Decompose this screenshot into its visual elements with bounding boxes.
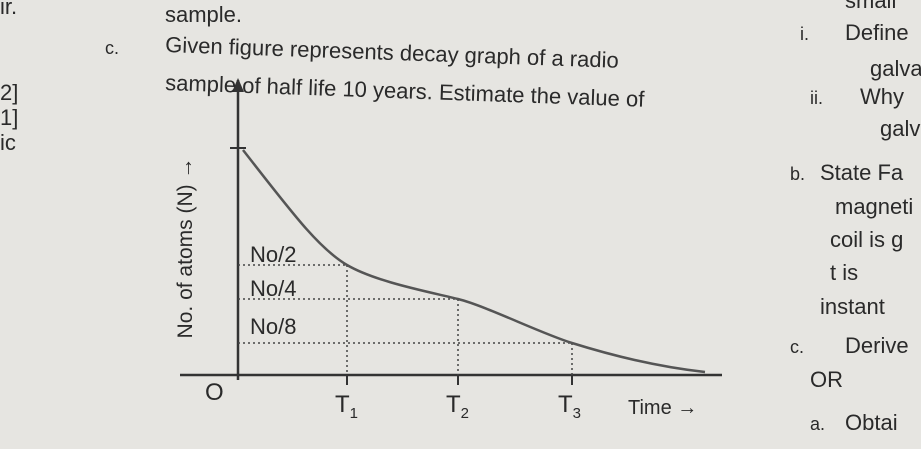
time-sub: 2	[461, 405, 469, 422]
item-marker: b.	[790, 164, 805, 184]
time-main: T	[446, 391, 461, 418]
time-main: T	[558, 391, 573, 418]
decay-curve	[242, 149, 706, 374]
item-marker: c.	[790, 337, 804, 357]
level-label: No/2	[250, 242, 296, 267]
guides	[238, 264, 573, 375]
level-label: No/4	[250, 276, 296, 301]
item-text: magneti	[835, 194, 913, 219]
time-main: T	[335, 391, 350, 418]
margin-text: 2]	[0, 80, 18, 105]
question-number: c.	[105, 38, 119, 58]
item-text: Obtai	[845, 410, 898, 435]
time-sub: 3	[573, 405, 581, 422]
margin-text: ic	[0, 130, 16, 155]
item-marker: i.	[800, 24, 809, 44]
margin-text: ir.	[0, 0, 17, 19]
origin-label: O	[205, 379, 224, 406]
x-axis-label: Time →	[628, 397, 697, 419]
item-text: Derive	[845, 333, 909, 358]
item-text: galva	[880, 116, 921, 141]
time-label: T1	[335, 391, 358, 422]
item-marker: a.	[810, 414, 825, 434]
item-text: galva	[870, 56, 921, 81]
ticks	[230, 147, 573, 385]
item-text: State Fa	[820, 160, 904, 185]
item-text: coil is g	[830, 227, 903, 252]
time-label: T3	[558, 391, 581, 422]
y-arrow	[232, 78, 244, 92]
time-label: T2	[446, 391, 469, 422]
item-text: Why	[860, 84, 904, 109]
prev-line: sample.	[165, 2, 242, 27]
item-text: OR	[810, 367, 843, 392]
level-label: No/8	[250, 314, 296, 339]
time-sub: 1	[350, 405, 358, 422]
item-text: t is	[830, 260, 858, 285]
item-text: small	[845, 0, 896, 13]
item-marker: ii.	[810, 88, 823, 108]
y-axis-label: No. of atoms (N) →	[174, 158, 197, 339]
item-text: Define	[845, 20, 909, 45]
item-text: instant	[820, 294, 885, 319]
margin-text: 1]	[0, 105, 18, 130]
